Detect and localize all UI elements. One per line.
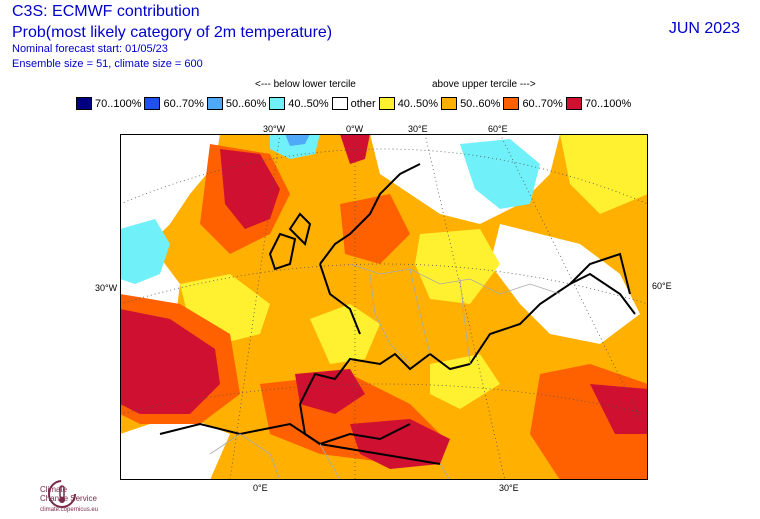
legend-swatch bbox=[331, 97, 348, 110]
lat-label-30w: 30°W bbox=[95, 283, 118, 293]
lon-label-30w: 30°W bbox=[263, 124, 286, 134]
ensemble-size: Ensemble size = 51, climate size = 600 bbox=[12, 58, 203, 70]
legend-swatch bbox=[76, 97, 92, 110]
legend-item: 70..100% bbox=[76, 97, 141, 110]
legend-label: 50..60% bbox=[225, 97, 267, 110]
forecast-start: Nominal forecast start: 01/05/23 bbox=[12, 43, 168, 55]
lat-label-60e: 60°E bbox=[652, 281, 672, 291]
map-canvas bbox=[120, 134, 648, 480]
legend-label: 70..100% bbox=[584, 97, 632, 110]
region-above-70-100 bbox=[340, 134, 370, 164]
legend-label: other bbox=[350, 97, 376, 110]
copernicus-logo-icon bbox=[48, 480, 76, 508]
above-tercile-label: above upper tercile ---> bbox=[432, 79, 536, 90]
legend-item: 60..70% bbox=[503, 97, 563, 110]
legend-item: 40..50% bbox=[269, 97, 329, 110]
lon-label-60e-top: 60°E bbox=[488, 124, 508, 134]
map-frame bbox=[120, 134, 648, 480]
region-below-40-50 bbox=[270, 134, 320, 159]
coastlines bbox=[159, 163, 636, 465]
probability-map bbox=[120, 134, 648, 480]
map-title: C3S: ECMWF contribution bbox=[12, 3, 200, 20]
region-below-40-50 bbox=[285, 134, 310, 146]
logo-name-line2: Change Service bbox=[40, 494, 97, 503]
region-other bbox=[120, 414, 230, 480]
logo-url: climate.copernicus.eu bbox=[40, 507, 99, 513]
region-below-40-50 bbox=[460, 139, 540, 209]
legend-swatch bbox=[503, 97, 520, 110]
region-above-40-50 bbox=[310, 304, 380, 364]
region-above-60-70 bbox=[340, 194, 410, 264]
forecast-month: JUN 2023 bbox=[668, 20, 740, 37]
color-legend: 70..100% 60..70% 50..60% 40..50% other 4… bbox=[76, 97, 634, 110]
legend-swatch bbox=[565, 97, 582, 110]
region-above-70-100 bbox=[120, 309, 220, 414]
legend-label: 40..50% bbox=[397, 97, 439, 110]
legend-swatch bbox=[269, 97, 286, 110]
legend-item: other bbox=[331, 97, 376, 110]
legend-label: 60..70% bbox=[163, 97, 204, 110]
region-above-70-100 bbox=[590, 384, 648, 434]
legend-item: 50..60% bbox=[206, 97, 267, 110]
legend-item: 70..100% bbox=[565, 97, 632, 110]
region-above-70-100 bbox=[220, 149, 280, 229]
legend-item: 40..50% bbox=[378, 97, 439, 110]
region-above-40-50 bbox=[415, 229, 500, 304]
legend-swatch bbox=[144, 97, 161, 110]
legend-swatch bbox=[206, 97, 223, 110]
legend-swatch bbox=[378, 97, 395, 110]
logo-name-line1: Climate bbox=[40, 485, 68, 494]
legend-item: 50..60% bbox=[441, 97, 500, 110]
map-subtitle: Prob(most likely category of 2m temperat… bbox=[12, 24, 333, 41]
lon-label-0e-bottom: 0°E bbox=[253, 483, 268, 493]
lon-label-30e-top: 30°E bbox=[408, 124, 428, 134]
graticule bbox=[120, 134, 648, 480]
legend-swatch bbox=[441, 97, 458, 110]
region-above-70-100 bbox=[350, 419, 450, 469]
legend-label: 60..70% bbox=[522, 97, 563, 110]
region-other bbox=[490, 224, 640, 344]
legend-label: 50..60% bbox=[460, 97, 501, 110]
lon-label-0w: 0°W bbox=[346, 124, 364, 134]
legend-item: 60..70% bbox=[144, 97, 204, 110]
region-below-40-50 bbox=[120, 219, 170, 284]
region-above-40-50 bbox=[560, 134, 648, 214]
country-borders bbox=[209, 263, 561, 480]
below-tercile-label: <--- below lower tercile bbox=[255, 79, 356, 90]
logo-name: Climate Change Service bbox=[40, 485, 97, 503]
lon-label-30e-bottom: 30°E bbox=[499, 483, 519, 493]
legend-label: 40..50% bbox=[288, 97, 329, 110]
legend-label: 70..100% bbox=[95, 97, 142, 110]
